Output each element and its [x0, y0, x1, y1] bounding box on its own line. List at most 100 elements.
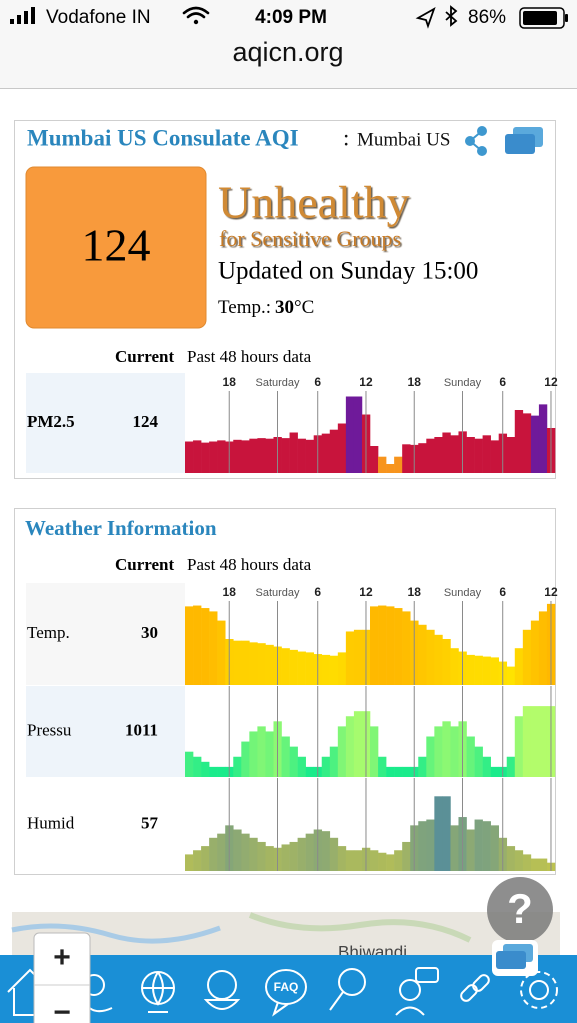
bar — [209, 837, 218, 871]
battery-percent: 86% — [468, 7, 506, 28]
bar — [482, 435, 491, 473]
aqi-level: Unhealthy — [218, 177, 410, 228]
bar — [233, 829, 242, 871]
url[interactable]: aqicn.org — [232, 37, 343, 67]
zoom-in[interactable]: + — [53, 941, 71, 974]
bar — [233, 640, 242, 685]
bar — [241, 833, 250, 871]
temp-label: Temp.: — [218, 297, 271, 318]
map-river — [11, 923, 221, 944]
bar — [241, 640, 250, 685]
bar — [337, 652, 347, 685]
bar — [474, 746, 483, 777]
row-label: Temp. — [27, 623, 70, 642]
title-separator: : — [343, 125, 349, 150]
bar — [305, 439, 314, 473]
bar — [450, 435, 459, 473]
bar — [217, 440, 226, 473]
bar — [514, 648, 524, 685]
bar — [353, 396, 363, 473]
x-tick-label: Saturday — [255, 377, 300, 389]
globe-button[interactable] — [141, 971, 175, 1013]
support-button[interactable] — [395, 967, 439, 1016]
bar — [394, 766, 403, 777]
x-tick-label: 6 — [314, 375, 321, 389]
bar — [321, 654, 331, 685]
share-icon[interactable] — [465, 126, 487, 156]
bar — [506, 846, 516, 871]
temp-value: 30 — [275, 297, 294, 318]
bar — [329, 655, 339, 685]
bar — [490, 440, 499, 473]
browser-header — [0, 0, 577, 88]
bar — [321, 433, 331, 473]
x-tick-label: 6 — [499, 375, 506, 389]
zoom-out[interactable]: − — [53, 996, 71, 1023]
bar — [442, 796, 451, 871]
help-button[interactable] — [487, 877, 553, 943]
bar — [209, 441, 218, 473]
bar — [466, 437, 475, 473]
help-label: ? — [507, 885, 533, 932]
bar — [442, 639, 451, 685]
bar — [434, 726, 443, 777]
row-background — [26, 686, 185, 777]
bar — [193, 440, 202, 473]
bar — [530, 858, 540, 871]
bar — [538, 858, 548, 871]
battery-icon — [519, 7, 568, 29]
weather-card-title: Weather Information — [25, 516, 217, 540]
bar — [257, 438, 266, 473]
bar — [329, 746, 339, 777]
row-label: Pressu — [27, 720, 72, 739]
embed-icon[interactable] — [505, 127, 543, 154]
faq-button[interactable] — [265, 969, 307, 1017]
bar — [249, 837, 258, 871]
bar — [482, 821, 491, 871]
bar — [289, 746, 298, 777]
bar — [442, 432, 451, 473]
bar — [209, 611, 218, 685]
bar — [241, 741, 250, 777]
updated-time: Updated on Sunday 15:00 — [218, 258, 478, 285]
bar — [370, 726, 379, 777]
current-header: Current — [115, 347, 175, 366]
mask-button[interactable] — [203, 970, 241, 1010]
bar — [418, 756, 427, 777]
map-land — [248, 912, 472, 943]
x-tick-label: 12 — [359, 375, 373, 389]
map[interactable] — [12, 912, 560, 962]
bluetooth-icon — [445, 5, 458, 27]
bar — [530, 620, 540, 685]
station-name: Mumbai US — [357, 129, 450, 150]
x-tick-label: Sunday — [444, 587, 482, 599]
search-button[interactable] — [329, 968, 366, 1011]
bar — [402, 841, 411, 871]
bar — [426, 629, 435, 685]
bar — [201, 846, 210, 871]
bar — [386, 606, 395, 685]
bar — [305, 652, 314, 685]
bar — [530, 415, 540, 473]
x-tick-label: 6 — [314, 585, 321, 599]
bar — [426, 819, 435, 871]
carrier: Vodafone IN — [46, 7, 151, 28]
bar — [370, 606, 379, 685]
bar — [249, 731, 258, 777]
bar — [297, 438, 306, 473]
settings-button[interactable] — [520, 971, 558, 1009]
bar — [329, 429, 339, 473]
x-tick-label: 12 — [544, 375, 558, 389]
bar — [281, 648, 290, 685]
bar — [506, 756, 516, 777]
bar — [297, 651, 306, 685]
bar — [402, 611, 411, 685]
link-button[interactable] — [459, 973, 491, 1003]
past-header: Past 48 hours data — [187, 347, 312, 366]
bar — [434, 437, 443, 473]
bar — [418, 624, 427, 685]
bar — [530, 706, 540, 777]
aqi-card-title[interactable]: Mumbai US Consulate AQI — [27, 125, 299, 150]
temperature-line: Temp.: 30°C — [218, 297, 314, 318]
